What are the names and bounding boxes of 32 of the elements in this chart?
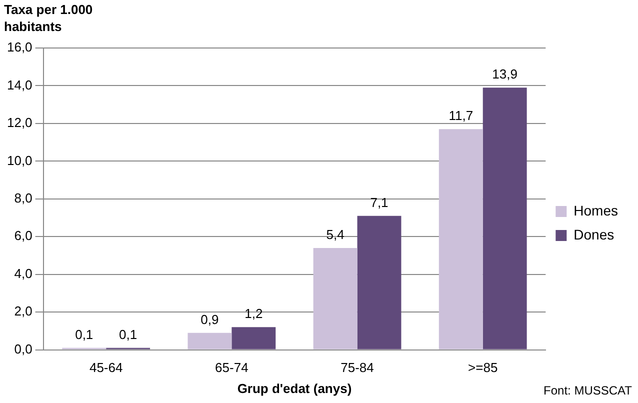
bar — [188, 332, 232, 350]
y-tick-label: 0,0 — [14, 341, 32, 356]
data-label: 1,2 — [244, 306, 263, 322]
data-label: 5,4 — [326, 227, 344, 242]
data-label: 13,9 — [492, 66, 518, 82]
y-tick-label: 12,0 — [6, 115, 32, 130]
data-label: 7,1 — [370, 194, 388, 210]
x-tick-label: 45-64 — [89, 360, 123, 376]
bar — [232, 327, 276, 350]
legend-label: Homes — [574, 202, 618, 218]
text: Font: MUSSCAT — [544, 383, 633, 398]
bar — [482, 88, 527, 350]
x-axis-title: Grup d'edat (anys) — [237, 380, 352, 396]
y-tick-label: 10,0 — [6, 152, 32, 168]
bar — [357, 216, 402, 350]
y-tick-label: 14,0 — [6, 77, 32, 92]
y-tick-label: 6,0 — [14, 228, 32, 244]
legend-label: Dones — [574, 226, 614, 242]
data-label: 0,1 — [119, 326, 138, 342]
bar — [313, 248, 358, 350]
x-tick-label: 75-84 — [340, 360, 374, 376]
data-label: 0,9 — [200, 312, 219, 327]
y-axis-title: Taxa per 1.000 habitants — [4, 2, 93, 34]
y-tick-label: 8,0 — [14, 190, 32, 206]
y-tick-label: 4,0 — [14, 266, 32, 281]
x-tick-label: 65-74 — [215, 360, 248, 376]
bar — [438, 129, 483, 350]
x-tick-label: >=85 — [468, 360, 498, 376]
data-label: 11,7 — [448, 108, 474, 124]
data-label: 0,1 — [75, 326, 94, 342]
y-tick-label: 16,0 — [6, 40, 32, 55]
y-tick-label: 2,0 — [14, 304, 32, 319]
